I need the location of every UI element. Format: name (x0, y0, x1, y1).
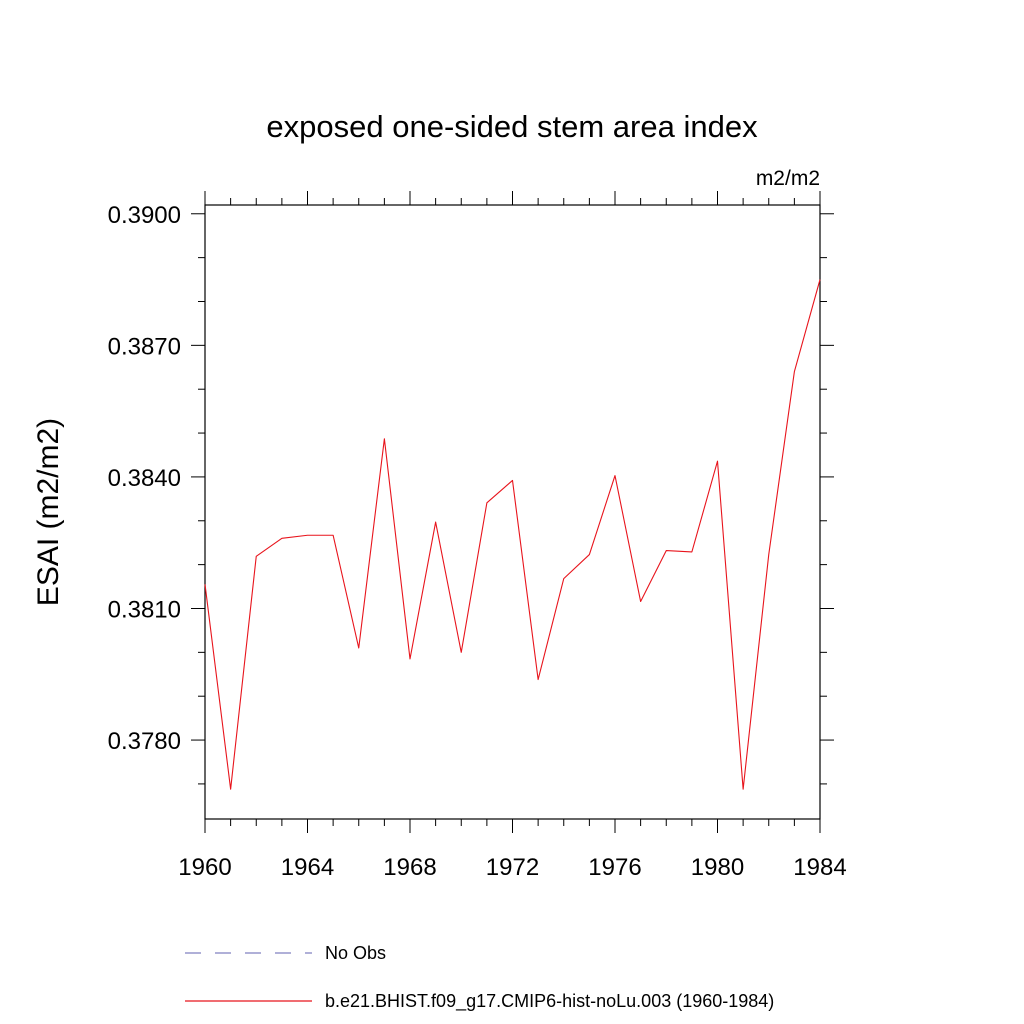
y-axis-label: ESAI (m2/m2) (32, 418, 65, 606)
x-tick-label: 1968 (383, 854, 436, 881)
chart-title: exposed one-sided stem area index (266, 109, 758, 144)
x-tick-label: 1984 (793, 854, 846, 881)
series-line-0 (204, 279, 821, 790)
x-tick-label: 1964 (281, 854, 334, 881)
plot-frame (204, 204, 821, 820)
x-tick-label: 1960 (178, 854, 231, 881)
y-tick-label: 0.3900 (108, 202, 181, 229)
y-tick-label: 0.3870 (108, 333, 181, 360)
axes: 0.3780 0.3810 0.3840 0.3870 0.3900 1960 1964 19… (108, 191, 847, 881)
y-tick-label: 0.3780 (108, 728, 181, 755)
x-tick-label: 1980 (691, 854, 744, 881)
legend-label-no-obs: No Obs (325, 943, 386, 963)
x-tick-label: 1976 (588, 854, 641, 881)
units-label: m2/m2 (756, 167, 820, 190)
legend-label-model: b.e21.BHIST.f09_g17.CMIP6-hist-noLu.003 … (325, 991, 774, 1012)
y-tick-label: 0.3810 (108, 596, 181, 623)
y-tick-label: 0.3840 (108, 465, 181, 492)
legend: No Obs b.e21.BHIST.f09_g17.CMIP6-hist-no… (185, 943, 774, 1012)
x-tick-label: 1972 (486, 854, 539, 881)
series-layer (204, 279, 821, 790)
